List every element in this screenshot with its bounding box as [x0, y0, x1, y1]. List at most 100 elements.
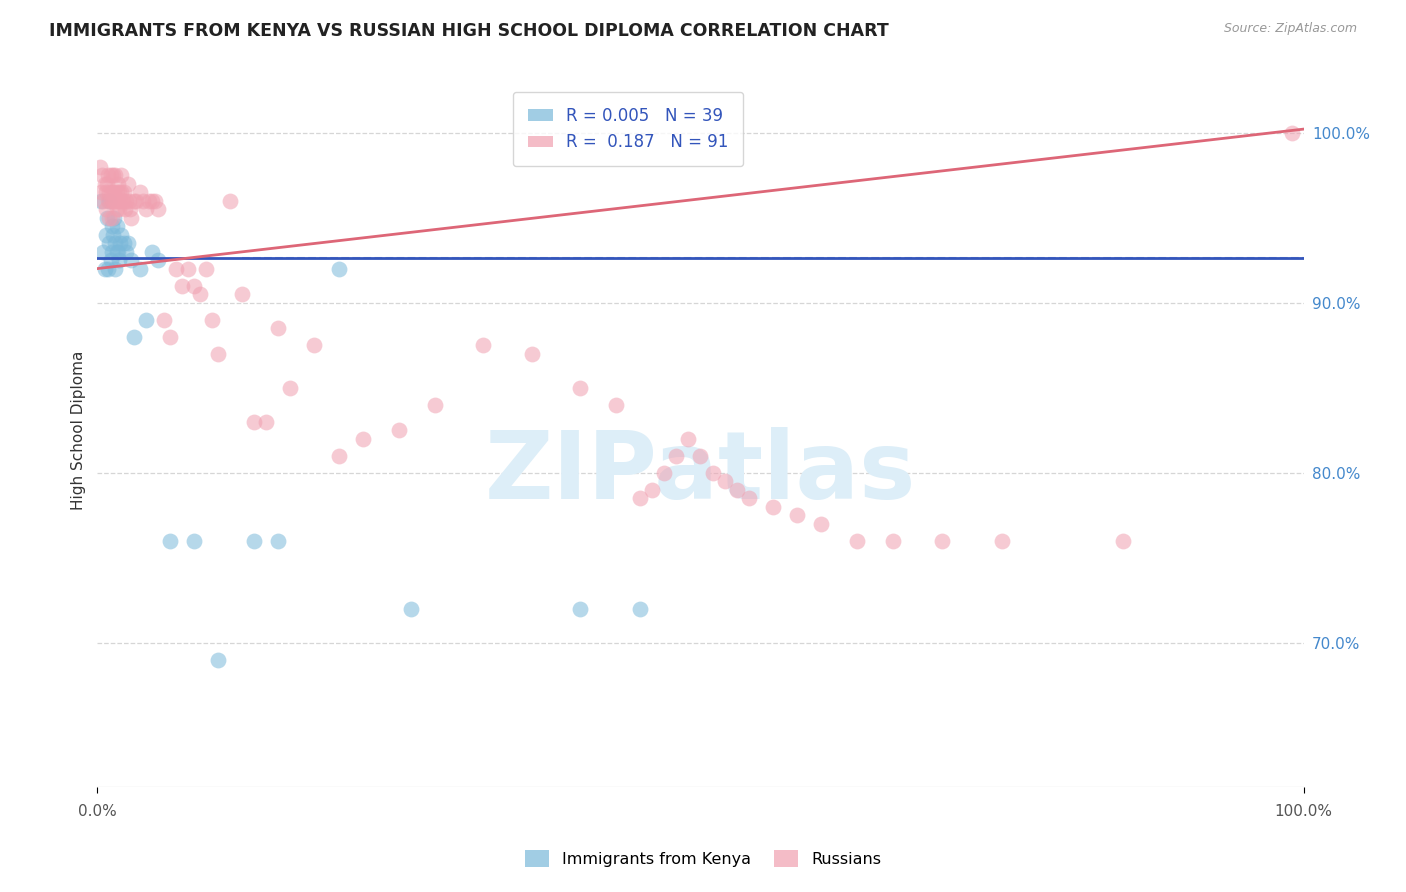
Point	[100, 253, 122, 268]
Point	[177, 261, 200, 276]
Point	[141, 244, 163, 259]
Point	[146, 253, 169, 268]
Point	[254, 415, 277, 429]
Point	[105, 244, 128, 259]
Point	[125, 194, 148, 208]
Point	[568, 601, 591, 615]
Point	[98, 235, 121, 250]
Text: IMMIGRANTS FROM KENYA VS RUSSIAN HIGH SCHOOL DIPLOMA CORRELATION CHART: IMMIGRANTS FROM KENYA VS RUSSIAN HIGH SC…	[49, 22, 889, 40]
Point	[107, 177, 129, 191]
Point	[786, 508, 808, 523]
Point	[108, 185, 131, 199]
Point	[118, 194, 141, 208]
Point	[1111, 533, 1133, 548]
Point	[97, 194, 120, 208]
Point	[112, 185, 135, 199]
Point	[112, 235, 135, 250]
Point	[101, 194, 124, 208]
Point	[108, 202, 131, 216]
Point	[183, 533, 205, 548]
Point	[159, 533, 181, 548]
Point	[328, 449, 350, 463]
Point	[194, 261, 217, 276]
Point	[628, 601, 651, 615]
Point	[128, 261, 150, 276]
Point	[110, 168, 132, 182]
Point	[352, 432, 374, 446]
Point	[267, 321, 290, 335]
Point	[267, 533, 290, 548]
Point	[118, 202, 141, 216]
Point	[105, 185, 128, 199]
Text: ZIPatlas: ZIPatlas	[485, 427, 917, 519]
Point	[110, 227, 132, 242]
Point	[117, 235, 139, 250]
Point	[568, 381, 591, 395]
Point	[165, 261, 187, 276]
Point	[97, 168, 120, 182]
Point	[183, 278, 205, 293]
Point	[94, 227, 117, 242]
Legend: Immigrants from Kenya, Russians: Immigrants from Kenya, Russians	[519, 844, 887, 873]
Point	[90, 185, 112, 199]
Point	[96, 177, 118, 191]
Point	[101, 227, 124, 242]
Point	[94, 202, 117, 216]
Point	[738, 491, 761, 506]
Point	[713, 474, 735, 488]
Point	[94, 185, 117, 199]
Point	[141, 194, 163, 208]
Point	[120, 253, 142, 268]
Point	[652, 466, 675, 480]
Point	[122, 194, 145, 208]
Point	[846, 533, 869, 548]
Point	[132, 194, 155, 208]
Point	[101, 185, 124, 199]
Point	[702, 466, 724, 480]
Legend: R = 0.005   N = 39, R =  0.187   N = 91: R = 0.005 N = 39, R = 0.187 N = 91	[513, 92, 744, 167]
Point	[931, 533, 953, 548]
Point	[122, 329, 145, 343]
Point	[328, 261, 350, 276]
Point	[105, 219, 128, 233]
Point	[207, 653, 229, 667]
Point	[231, 287, 253, 301]
Point	[170, 278, 193, 293]
Point	[628, 491, 651, 506]
Point	[138, 194, 160, 208]
Point	[103, 211, 125, 225]
Point	[115, 244, 138, 259]
Point	[280, 381, 302, 395]
Point	[304, 338, 326, 352]
Point	[93, 177, 115, 191]
Point	[108, 253, 131, 268]
Point	[882, 533, 904, 548]
Point	[399, 601, 422, 615]
Point	[100, 168, 122, 182]
Point	[100, 194, 122, 208]
Point	[1281, 126, 1303, 140]
Point	[104, 194, 127, 208]
Point	[689, 449, 711, 463]
Point	[110, 194, 132, 208]
Point	[146, 202, 169, 216]
Point	[93, 244, 115, 259]
Point	[104, 261, 127, 276]
Point	[101, 211, 124, 225]
Point	[98, 211, 121, 225]
Point	[117, 177, 139, 191]
Point	[678, 432, 700, 446]
Point	[103, 185, 125, 199]
Point	[101, 168, 124, 182]
Point	[201, 312, 224, 326]
Point	[472, 338, 495, 352]
Point	[243, 415, 266, 429]
Point	[135, 312, 157, 326]
Point	[423, 398, 446, 412]
Point	[93, 261, 115, 276]
Point	[111, 194, 134, 208]
Point	[128, 185, 150, 199]
Point	[725, 483, 748, 497]
Point	[762, 500, 785, 514]
Point	[89, 160, 111, 174]
